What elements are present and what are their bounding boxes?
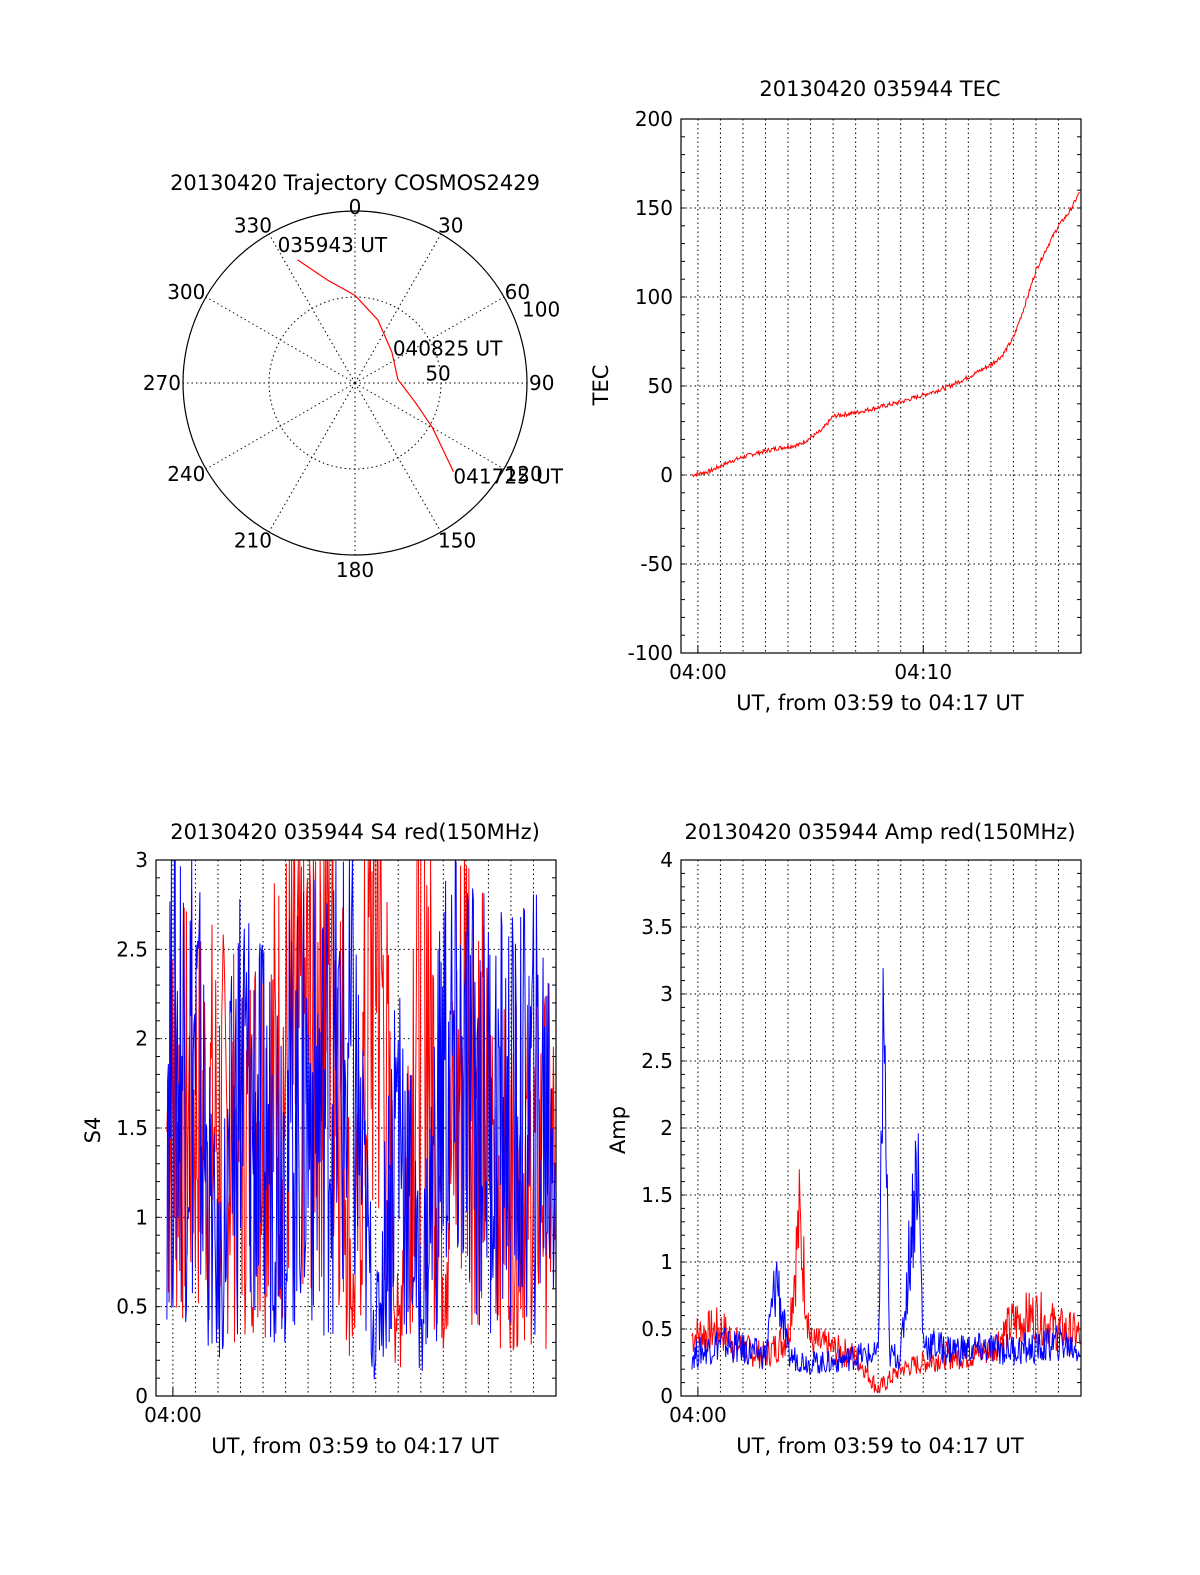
tec-plot: 20130420 035944 TEC TEC UT, from 03:59 t… — [589, 77, 1082, 715]
polar-angle-label: 180 — [336, 558, 374, 582]
polar-spoke — [354, 233, 442, 384]
y-tick-label: 150 — [635, 196, 673, 220]
polar-trajectory-plot: 20130420 Trajectory COSMOS2429 0 30 60 90 12… — [143, 171, 564, 582]
polar-angle-label: 270 — [143, 371, 181, 395]
amp-title: 20130420 035944 Amp red(150MHz) — [684, 820, 1075, 844]
polar-angle-label: 150 — [438, 529, 476, 553]
polar-radius-label: 100 — [522, 297, 560, 321]
y-tick-label: 2 — [135, 1027, 148, 1051]
y-tick-label: 50 — [648, 374, 673, 398]
series-line — [166, 859, 556, 1380]
s4-plot: 20130420 035944 S4 red(150MHz) S4 UT, fr… — [81, 820, 557, 1458]
y-tick-label: 1.5 — [116, 1116, 148, 1140]
polar-spoke — [354, 382, 505, 470]
y-tick-label: 0 — [660, 463, 673, 487]
y-tick-label: 0 — [660, 1384, 673, 1408]
y-tick-label: 1 — [660, 1250, 673, 1274]
polar-spoke — [205, 296, 356, 384]
trajectory-end-label: 041725 UT — [453, 465, 563, 489]
y-tick-label: 4 — [660, 848, 673, 872]
y-tick-label: 2.5 — [116, 937, 148, 961]
y-tick-label: 3 — [135, 848, 148, 872]
polar-angle-label: 30 — [438, 213, 463, 237]
amp-plot: 20130420 035944 Amp red(150MHz) Amp UT, … — [606, 820, 1082, 1458]
amp-xlabel: UT, from 03:59 to 04:17 UT — [736, 1434, 1024, 1458]
y-tick-label: 3 — [660, 982, 673, 1006]
polar-angle-label: 90 — [529, 371, 554, 395]
s4-ylabel: S4 — [81, 1117, 105, 1144]
plot-frame — [680, 859, 1082, 1397]
series-line — [691, 1169, 1081, 1394]
polar-angle-label: 0 — [349, 195, 362, 219]
polar-spoke — [354, 382, 442, 533]
y-tick-label: -100 — [628, 641, 673, 665]
s4-title: 20130420 035944 S4 red(150MHz) — [170, 820, 540, 844]
x-tick-label: 04:00 — [669, 1403, 727, 1427]
trajectory-line — [297, 259, 454, 472]
series-line — [691, 968, 1081, 1376]
y-tick-label: 3.5 — [641, 915, 673, 939]
y-tick-label: -50 — [640, 552, 673, 576]
polar-angle-label: 240 — [167, 462, 205, 486]
y-tick-label: 200 — [635, 107, 673, 131]
polar-spoke — [268, 382, 356, 533]
y-tick-label: 0.5 — [641, 1317, 673, 1341]
polar-spoke — [354, 296, 505, 384]
x-tick-label: 04:10 — [894, 660, 952, 684]
tec-ylabel: TEC — [589, 365, 613, 407]
tec-title: 20130420 035944 TEC — [759, 77, 1000, 101]
y-tick-label: 1.5 — [641, 1183, 673, 1207]
y-tick-label: 1 — [135, 1205, 148, 1229]
trajectory-start-label: 035943 UT — [278, 233, 388, 257]
x-tick-label: 04:00 — [669, 660, 727, 684]
polar-angle-label: 300 — [167, 280, 205, 304]
polar-radius-label: 50 — [425, 362, 450, 386]
polar-spoke — [268, 233, 356, 384]
polar-angle-label: 120 — [505, 462, 543, 486]
y-tick-label: 2 — [660, 1116, 673, 1140]
polar-angle-label: 330 — [234, 213, 272, 237]
series-line — [691, 192, 1081, 478]
x-tick-label: 04:00 — [144, 1403, 202, 1427]
y-tick-label: 0 — [135, 1384, 148, 1408]
s4-xlabel: UT, from 03:59 to 04:17 UT — [211, 1434, 499, 1458]
polar-spoke — [205, 382, 356, 470]
trajectory-mid-label: 040825 UT — [393, 336, 503, 360]
y-tick-label: 0.5 — [116, 1295, 148, 1319]
amp-ylabel: Amp — [606, 1106, 630, 1154]
plot-frame — [155, 859, 557, 1397]
y-tick-label: 100 — [635, 285, 673, 309]
plot-frame — [680, 118, 1082, 654]
y-tick-label: 2.5 — [641, 1049, 673, 1073]
polar-title: 20130420 Trajectory COSMOS2429 — [170, 171, 540, 195]
polar-angle-label: 210 — [234, 529, 272, 553]
tec-xlabel: UT, from 03:59 to 04:17 UT — [736, 691, 1024, 715]
polar-angle-label: 60 — [505, 280, 530, 304]
